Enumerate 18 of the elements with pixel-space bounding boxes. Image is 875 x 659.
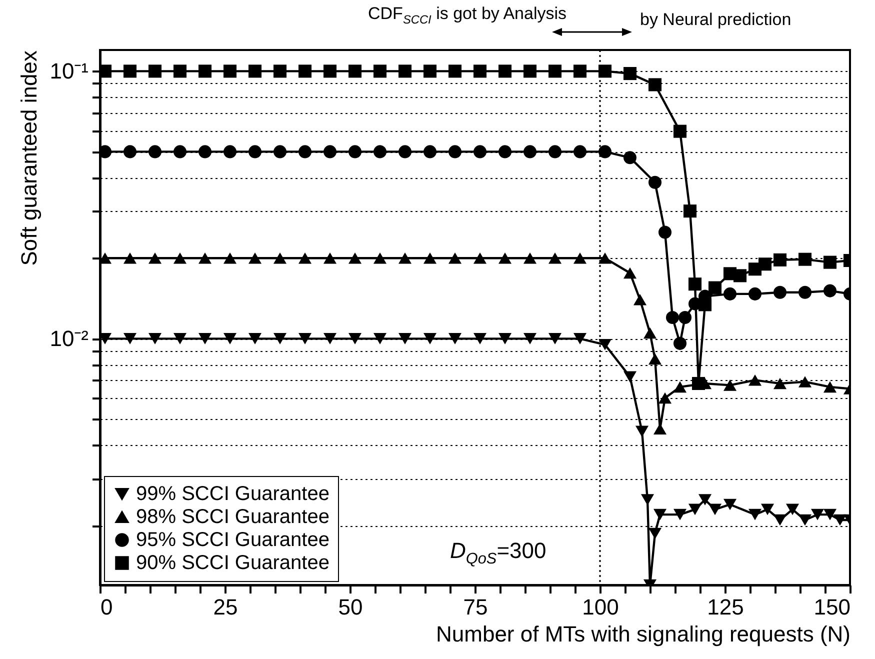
y-tick-label: 10⁻¹ xyxy=(50,58,88,84)
legend-label: 95% SCCI Guarantee xyxy=(136,529,330,551)
text: by Neural prediction xyxy=(640,10,792,30)
annotation: D$_{QoS}$=300 xyxy=(450,538,546,568)
legend-label: 99% SCCI Guarantee xyxy=(136,483,330,505)
x-tick-label: 125 xyxy=(707,594,744,620)
x-tick-label: 50 xyxy=(338,594,363,620)
legend-label: 90% SCCI Guarantee xyxy=(136,552,330,574)
legend-label: 98% SCCI Guarantee xyxy=(136,506,330,528)
text: CDF$_{SCCI}$ is got by Analysis xyxy=(368,4,566,26)
x-tick-label: 100 xyxy=(582,594,619,620)
x-tick-label: 25 xyxy=(213,594,238,620)
y-tick-label: 10⁻² xyxy=(50,326,88,352)
x-tick-label: 0 xyxy=(100,594,113,620)
x-tick-label: 150 xyxy=(814,594,850,620)
x-axis-title: Number of MTs with signaling requests (N) xyxy=(436,622,850,646)
x-tick-label: 75 xyxy=(463,594,488,620)
y-axis-title: Soft guaranteed index xyxy=(16,50,42,266)
